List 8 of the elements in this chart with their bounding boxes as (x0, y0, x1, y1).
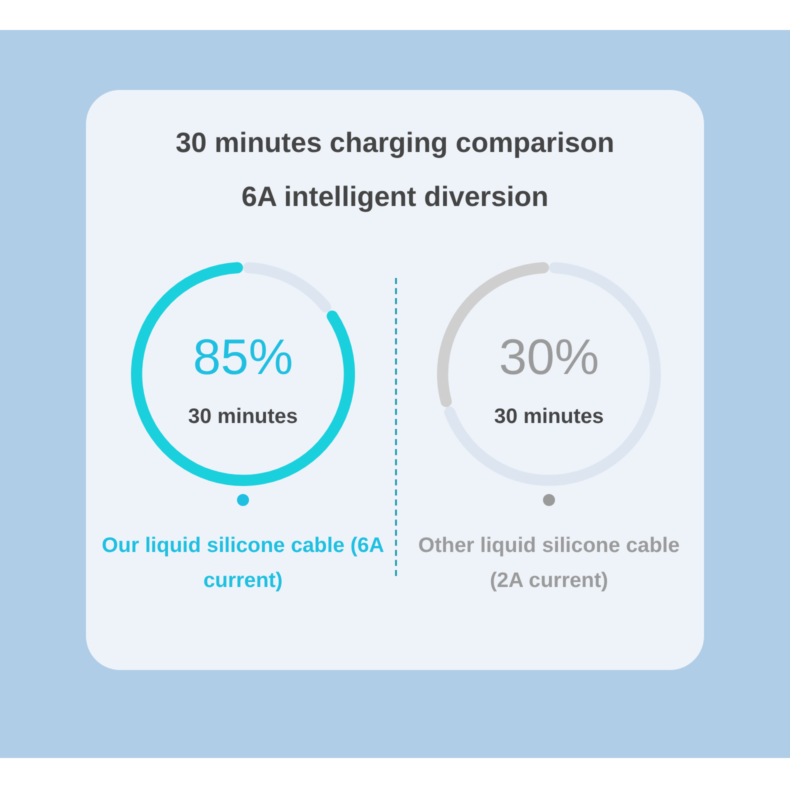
text: 30 minutes (494, 404, 604, 428)
chart-title: 30 minutes charging comparison (174, 126, 616, 160)
data-label: 85% (192, 328, 294, 385)
text: 30 minutes (188, 404, 298, 428)
chart-subtitle: 6A intelligent diversion (240, 180, 550, 214)
data-label: 30% (498, 328, 600, 385)
text: Other liquid silicone cable (2A current) (417, 533, 681, 594)
text: Our liquid silicone cable (6A current) (100, 533, 386, 594)
